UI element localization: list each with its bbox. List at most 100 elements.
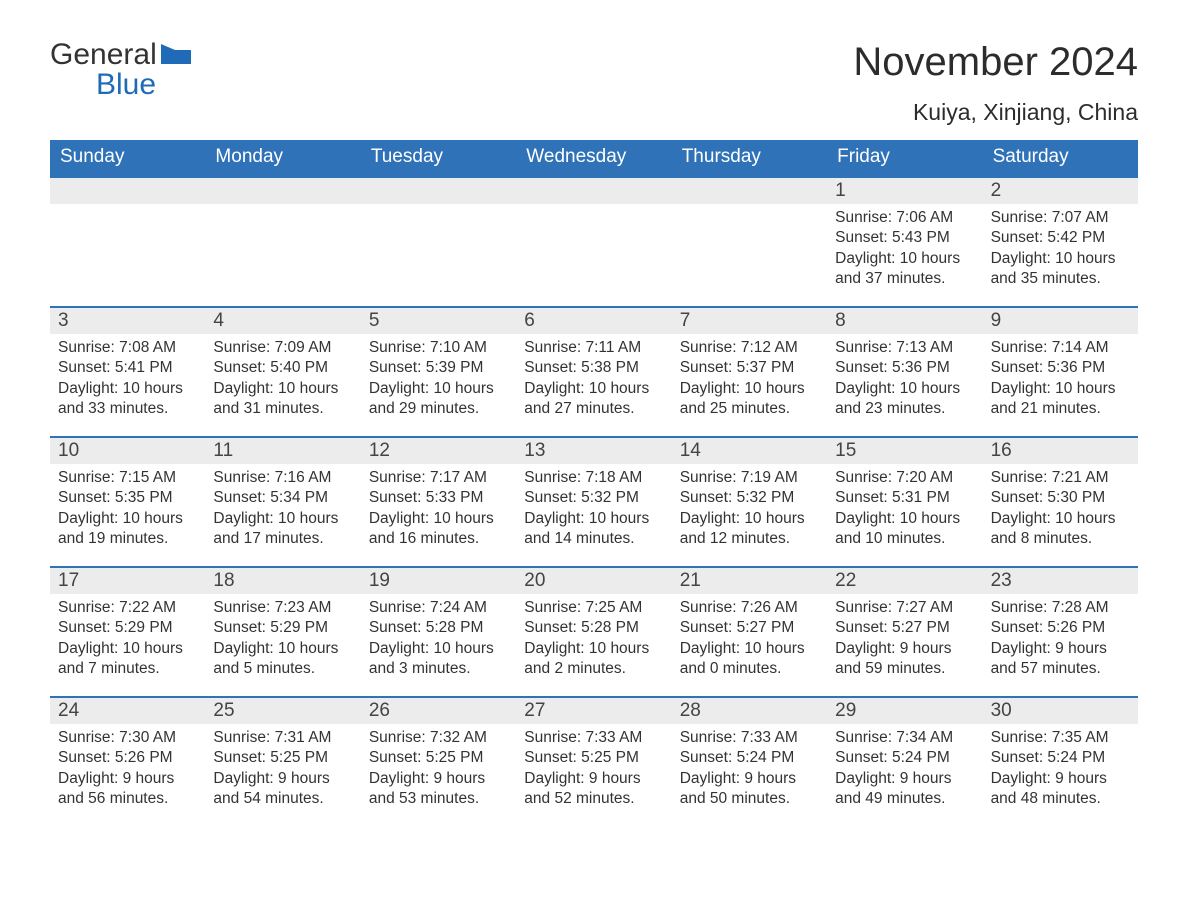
day-cell: 16Sunrise: 7:21 AMSunset: 5:30 PMDayligh… [983,438,1138,566]
day-cell: 25Sunrise: 7:31 AMSunset: 5:25 PMDayligh… [205,698,360,826]
day-cell: 13Sunrise: 7:18 AMSunset: 5:32 PMDayligh… [516,438,671,566]
daylight-line: Daylight: 10 hours and 7 minutes. [58,639,197,680]
sunset-line: Sunset: 5:34 PM [213,488,352,508]
flag-icon [161,44,191,64]
day-details: Sunrise: 7:33 AMSunset: 5:25 PMDaylight:… [516,724,671,818]
day-details: Sunrise: 7:32 AMSunset: 5:25 PMDaylight:… [361,724,516,818]
location-subtitle: Kuiya, Xinjiang, China [853,99,1138,126]
daylight-line: Daylight: 10 hours and 8 minutes. [991,509,1130,550]
sunset-line: Sunset: 5:32 PM [524,488,663,508]
sunset-line: Sunset: 5:26 PM [58,748,197,768]
day-number: 21 [672,568,827,594]
sunrise-line: Sunrise: 7:11 AM [524,338,663,358]
daylight-line: Daylight: 10 hours and 3 minutes. [369,639,508,680]
day-cell: 28Sunrise: 7:33 AMSunset: 5:24 PMDayligh… [672,698,827,826]
sunrise-line: Sunrise: 7:08 AM [58,338,197,358]
day-number [361,178,516,204]
daylight-line: Daylight: 9 hours and 57 minutes. [991,639,1130,680]
sunset-line: Sunset: 5:29 PM [58,618,197,638]
logo-word-1: General [50,38,157,71]
week-row: 1Sunrise: 7:06 AMSunset: 5:43 PMDaylight… [50,176,1138,306]
day-cell: 15Sunrise: 7:20 AMSunset: 5:31 PMDayligh… [827,438,982,566]
day-details: Sunrise: 7:18 AMSunset: 5:32 PMDaylight:… [516,464,671,558]
sunset-line: Sunset: 5:43 PM [835,228,974,248]
day-details: Sunrise: 7:35 AMSunset: 5:24 PMDaylight:… [983,724,1138,818]
daylight-line: Daylight: 10 hours and 35 minutes. [991,249,1130,290]
day-cell [50,178,205,306]
weekday-header: Thursday [672,140,827,176]
sunset-line: Sunset: 5:35 PM [58,488,197,508]
sunset-line: Sunset: 5:42 PM [991,228,1130,248]
day-cell: 22Sunrise: 7:27 AMSunset: 5:27 PMDayligh… [827,568,982,696]
week-row: 24Sunrise: 7:30 AMSunset: 5:26 PMDayligh… [50,696,1138,826]
day-details: Sunrise: 7:09 AMSunset: 5:40 PMDaylight:… [205,334,360,428]
weekday-header: Saturday [983,140,1138,176]
sunset-line: Sunset: 5:32 PM [680,488,819,508]
sunrise-line: Sunrise: 7:18 AM [524,468,663,488]
daylight-line: Daylight: 10 hours and 10 minutes. [835,509,974,550]
day-cell: 2Sunrise: 7:07 AMSunset: 5:42 PMDaylight… [983,178,1138,306]
day-number: 4 [205,308,360,334]
day-number [516,178,671,204]
day-cell [672,178,827,306]
sunset-line: Sunset: 5:30 PM [991,488,1130,508]
day-number: 17 [50,568,205,594]
day-details: Sunrise: 7:08 AMSunset: 5:41 PMDaylight:… [50,334,205,428]
day-cell: 7Sunrise: 7:12 AMSunset: 5:37 PMDaylight… [672,308,827,436]
day-number: 16 [983,438,1138,464]
title-block: November 2024 Kuiya, Xinjiang, China [853,40,1138,126]
weekday-header: Friday [827,140,982,176]
day-number: 26 [361,698,516,724]
sunrise-line: Sunrise: 7:16 AM [213,468,352,488]
daylight-line: Daylight: 10 hours and 37 minutes. [835,249,974,290]
day-cell: 3Sunrise: 7:08 AMSunset: 5:41 PMDaylight… [50,308,205,436]
day-details: Sunrise: 7:07 AMSunset: 5:42 PMDaylight:… [983,204,1138,298]
day-number: 1 [827,178,982,204]
day-details: Sunrise: 7:22 AMSunset: 5:29 PMDaylight:… [50,594,205,688]
day-details: Sunrise: 7:14 AMSunset: 5:36 PMDaylight:… [983,334,1138,428]
daylight-line: Daylight: 9 hours and 50 minutes. [680,769,819,810]
sunrise-line: Sunrise: 7:13 AM [835,338,974,358]
sunset-line: Sunset: 5:37 PM [680,358,819,378]
sunrise-line: Sunrise: 7:23 AM [213,598,352,618]
day-cell: 24Sunrise: 7:30 AMSunset: 5:26 PMDayligh… [50,698,205,826]
day-details: Sunrise: 7:31 AMSunset: 5:25 PMDaylight:… [205,724,360,818]
weekday-header: Wednesday [516,140,671,176]
day-details: Sunrise: 7:16 AMSunset: 5:34 PMDaylight:… [205,464,360,558]
logo-word-2: Blue [96,70,191,100]
daylight-line: Daylight: 9 hours and 59 minutes. [835,639,974,680]
day-number: 19 [361,568,516,594]
weekday-header-row: Sunday Monday Tuesday Wednesday Thursday… [50,140,1138,176]
day-details: Sunrise: 7:34 AMSunset: 5:24 PMDaylight:… [827,724,982,818]
day-cell: 18Sunrise: 7:23 AMSunset: 5:29 PMDayligh… [205,568,360,696]
daylight-line: Daylight: 10 hours and 19 minutes. [58,509,197,550]
day-cell: 26Sunrise: 7:32 AMSunset: 5:25 PMDayligh… [361,698,516,826]
day-number: 15 [827,438,982,464]
sunset-line: Sunset: 5:24 PM [835,748,974,768]
sunset-line: Sunset: 5:27 PM [680,618,819,638]
day-cell: 11Sunrise: 7:16 AMSunset: 5:34 PMDayligh… [205,438,360,566]
sunset-line: Sunset: 5:31 PM [835,488,974,508]
day-cell [516,178,671,306]
day-number: 20 [516,568,671,594]
day-number: 27 [516,698,671,724]
sunrise-line: Sunrise: 7:22 AM [58,598,197,618]
sunrise-line: Sunrise: 7:32 AM [369,728,508,748]
sunset-line: Sunset: 5:40 PM [213,358,352,378]
sunset-line: Sunset: 5:26 PM [991,618,1130,638]
week-row: 10Sunrise: 7:15 AMSunset: 5:35 PMDayligh… [50,436,1138,566]
weekday-header: Tuesday [361,140,516,176]
day-cell: 6Sunrise: 7:11 AMSunset: 5:38 PMDaylight… [516,308,671,436]
sunrise-line: Sunrise: 7:28 AM [991,598,1130,618]
day-number: 24 [50,698,205,724]
daylight-line: Daylight: 10 hours and 23 minutes. [835,379,974,420]
day-details: Sunrise: 7:28 AMSunset: 5:26 PMDaylight:… [983,594,1138,688]
day-details: Sunrise: 7:15 AMSunset: 5:35 PMDaylight:… [50,464,205,558]
weekday-header: Sunday [50,140,205,176]
calendar: Sunday Monday Tuesday Wednesday Thursday… [50,140,1138,826]
day-number [672,178,827,204]
daylight-line: Daylight: 9 hours and 49 minutes. [835,769,974,810]
day-cell [361,178,516,306]
day-details: Sunrise: 7:27 AMSunset: 5:27 PMDaylight:… [827,594,982,688]
day-number [205,178,360,204]
